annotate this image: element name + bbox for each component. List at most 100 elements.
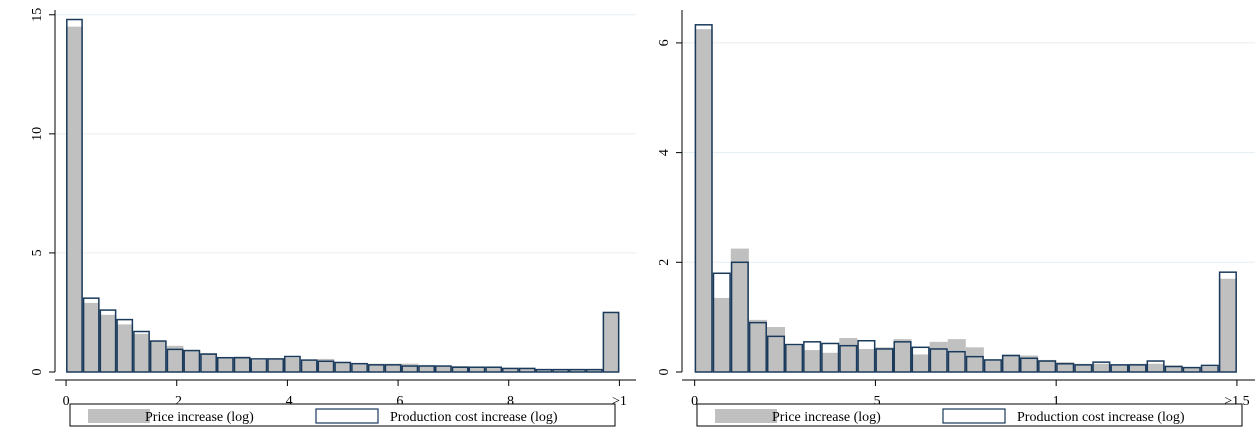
bar-price [300,360,318,372]
bar-price [1146,363,1165,372]
bar-cost [149,340,167,373]
bar-cost [569,368,586,373]
bar-cost [552,368,570,373]
x-tick-label: 0 [63,394,70,409]
bar-price [401,363,419,372]
x-tick-label: 0 [691,394,698,409]
bar-cost [585,368,603,373]
x-tick-label: .8 [503,394,514,409]
bar-cost [384,364,402,373]
bar-cost [535,368,553,373]
bar-price [1200,366,1219,372]
bar-cost [367,364,385,373]
bar-price [183,350,201,372]
bar-cost [803,341,822,373]
bar-price [585,369,603,372]
bar-cost [334,361,352,373]
bar-price [518,368,536,372]
bar-cost [839,344,858,373]
bar-cost [1200,364,1219,373]
x-tick-label: 1 [1053,394,1060,409]
bar-price [367,363,385,372]
bar-price [1038,359,1057,372]
bar-cost [1074,364,1093,373]
bar-price [502,368,519,372]
bar-price [334,362,352,372]
y-tick-label: 10 [30,127,45,141]
bar-cost [983,359,1002,373]
bar-price [965,347,984,372]
bar-price [1020,355,1039,372]
bar-price [149,341,167,372]
bar-price [1128,363,1147,372]
bar-price [821,352,840,372]
bar-cost [911,346,930,373]
bar-price [418,364,435,372]
bar-price [748,319,767,372]
bar-cost [451,366,469,373]
bar-price [485,367,503,372]
y-tick-label: 15 [30,8,45,22]
bar-price [1182,367,1201,372]
bar-price [785,345,804,372]
bar-cost [284,355,301,373]
bar-price [1056,362,1075,372]
bar-price [929,341,948,372]
bar-cost [250,358,268,373]
bar-price [694,29,713,373]
bar-cost [166,348,184,373]
bar-price [216,357,234,372]
y-tick-label: 2 [657,259,672,266]
bar-cost [965,355,984,373]
bar-cost [875,348,894,373]
bar-cost [1020,357,1039,373]
bar-price [1074,363,1093,372]
bar-price [284,357,301,372]
bar-cost [766,335,786,373]
x-tick-label: .5 [870,394,881,409]
bar-price [911,354,930,372]
x-tick-label: .6 [393,394,404,409]
x-tick-label: .2 [171,394,182,409]
y-tick-label: 6 [657,39,672,46]
bar-cost [1038,360,1057,373]
bar-cost [216,356,234,373]
legend-label-price: Price increase (log) [772,410,881,425]
bar-price [250,360,268,372]
bar-price [451,366,469,372]
bar-price [875,347,894,372]
bar-cost [502,367,519,373]
bar-price [82,302,100,372]
bar-cost [602,311,620,373]
bar-price [166,345,184,372]
bar-price [351,363,368,372]
bar-cost [1128,364,1147,373]
bar-cost [821,342,840,373]
bar-cost [1164,365,1183,373]
legend-swatch-cost [315,408,379,424]
bar-price [1001,354,1021,372]
bar-cost [82,297,100,373]
bar-price [116,324,134,372]
bar-price [233,356,251,372]
bar-price [602,312,620,372]
bar-price [1110,365,1129,372]
bar-cost [1146,360,1165,373]
bar-price [552,369,570,372]
bar-price [66,26,83,373]
bar-cost [857,339,876,373]
bar-price [803,350,822,372]
bar-cost [66,18,83,373]
bar-price [730,248,749,372]
bar-price [99,314,117,372]
bar-cost [730,261,749,373]
bar-cost [748,321,767,373]
y-tick-label: 4 [657,149,672,156]
bar-price [712,297,731,372]
chart-left: 0 5 10 15 0 .2 .4 .6 .8 >1 Price increase (log) Pro… [30,8,636,427]
bar-cost [317,360,335,373]
bar-price [766,327,786,372]
y-tick-label: 5 [30,249,45,256]
